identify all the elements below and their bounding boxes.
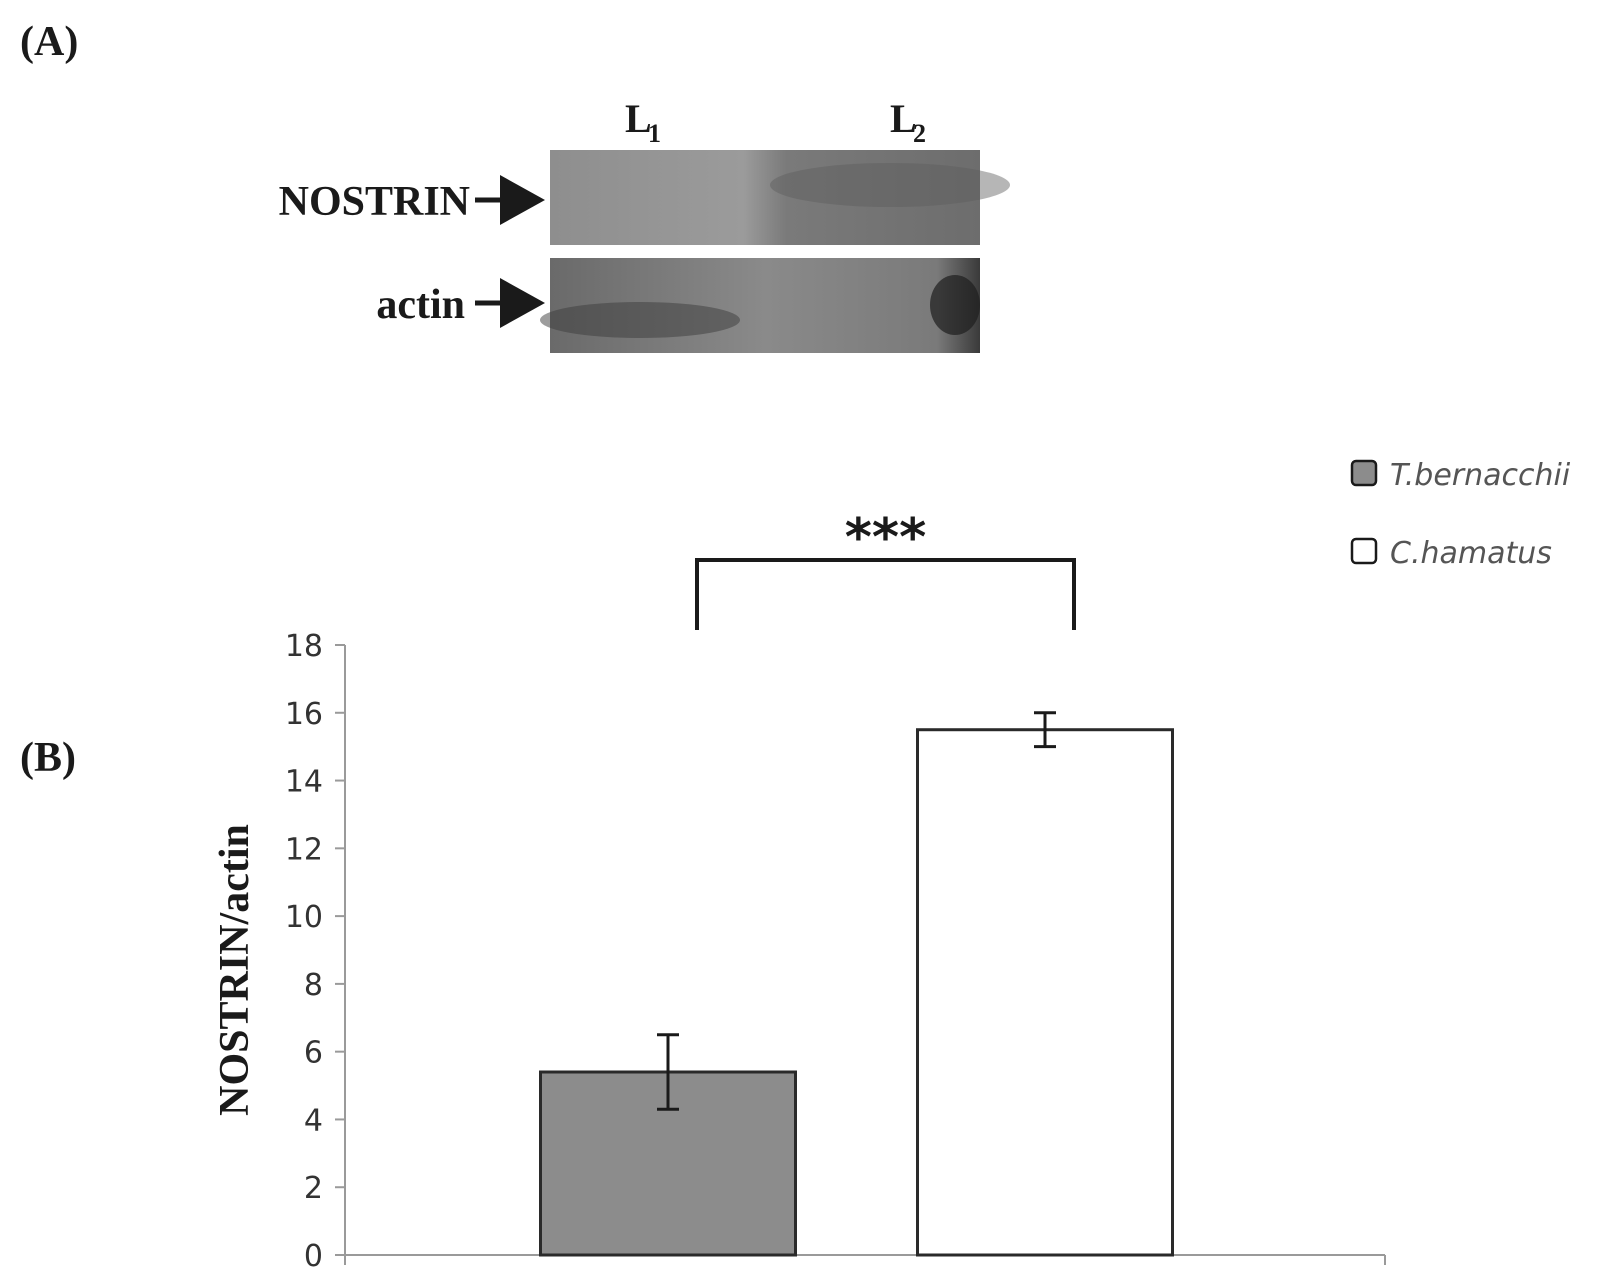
y-tick-label: 18 xyxy=(285,629,323,664)
legend-swatch xyxy=(1350,459,1378,487)
y-axis-label: NOSTRIN/actin xyxy=(212,824,258,1116)
bar xyxy=(916,728,1174,1257)
legend: T.bernacchii C.hamatus xyxy=(1350,458,1571,571)
y-ticks: 0 2 4 6 8 10 12 14 16 18 xyxy=(285,629,1386,1274)
y-tick-label: 0 xyxy=(304,1239,323,1274)
y-tick-label: 16 xyxy=(285,697,323,732)
y-tick-label: 4 xyxy=(304,1103,323,1138)
legend-label: C.hamatus xyxy=(1390,536,1552,571)
legend-label: T.bernacchii xyxy=(1390,458,1571,493)
nostrin-row-label: NOSTRIN xyxy=(279,179,470,225)
actin-row-label: actin xyxy=(376,282,465,328)
bracket-line xyxy=(695,558,1076,630)
svg-text:2: 2 xyxy=(913,119,926,148)
nostrin-blot-strip xyxy=(550,150,980,245)
actin-band-l2 xyxy=(930,275,980,335)
lane-label-1: L 1 xyxy=(625,96,661,148)
y-tick-label: 2 xyxy=(304,1171,323,1206)
significance-stars: *** xyxy=(845,508,927,568)
bar-chart: 0 2 4 6 8 10 12 14 16 18 *** T.bernacchii C.hamatu… xyxy=(212,458,1571,1274)
western-blot: L 1 L 2 NOSTRIN actin xyxy=(279,96,1010,353)
lane-label-2: L 2 xyxy=(890,96,926,148)
significance-bracket: *** xyxy=(695,508,1076,630)
nostrin-band-l2 xyxy=(770,163,1010,207)
y-tick-label: 10 xyxy=(285,900,323,935)
svg-text:L: L xyxy=(890,96,917,141)
panel-a-label: (A) xyxy=(20,19,79,65)
svg-text:1: 1 xyxy=(648,119,661,148)
panel-b-label: (B) xyxy=(20,735,76,781)
y-tick-label: 8 xyxy=(304,968,323,1003)
y-tick-label: 6 xyxy=(304,1036,323,1071)
y-tick-label: 12 xyxy=(285,832,323,867)
actin-band-l1 xyxy=(540,302,740,338)
svg-text:L: L xyxy=(625,96,652,141)
y-tick-label: 14 xyxy=(285,765,323,800)
legend-swatch xyxy=(1350,537,1378,565)
bars xyxy=(539,711,1174,1257)
